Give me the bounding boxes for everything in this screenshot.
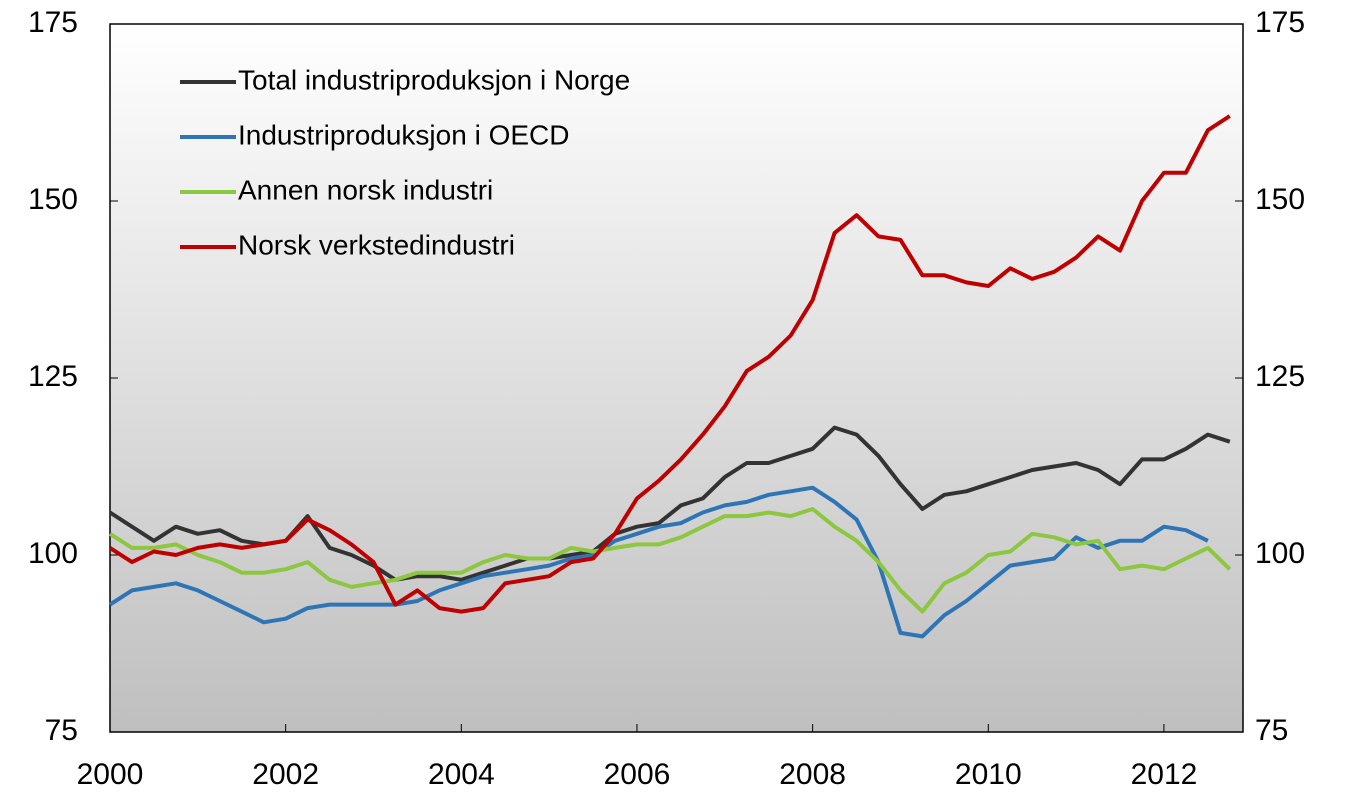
legend-label: Industriproduksjon i OECD: [238, 119, 569, 150]
legend-label: Norsk verkstedindustri: [238, 229, 515, 260]
y2-tick-label: 125: [1255, 360, 1305, 393]
x-tick-label: 2008: [779, 758, 846, 791]
series-line: [108, 114, 1231, 614]
y2-tick-label: 150: [1255, 183, 1305, 216]
x-tick-label: 2006: [604, 758, 671, 791]
series-line: [108, 485, 1209, 639]
x-tick-label: 2000: [77, 758, 144, 791]
y-tick-label: 100: [28, 537, 78, 570]
y-tick-label: 125: [28, 360, 78, 393]
y2-tick-label: 75: [1255, 714, 1288, 747]
x-tick-label: 2012: [1131, 758, 1198, 791]
y2-tick-label: 100: [1255, 537, 1305, 570]
y-tick-label: 75: [45, 714, 78, 747]
x-tick-label: 2002: [252, 758, 319, 791]
y-tick-label: 150: [28, 183, 78, 216]
legend-label: Annen norsk industri: [238, 174, 493, 205]
y-tick-label: 175: [28, 6, 78, 39]
y2-tick-label: 175: [1255, 6, 1305, 39]
legend-label: Total industriproduksjon i Norge: [238, 64, 630, 95]
series-line: [108, 507, 1232, 614]
x-tick-label: 2004: [428, 758, 495, 791]
x-tick-label: 2010: [955, 758, 1022, 791]
